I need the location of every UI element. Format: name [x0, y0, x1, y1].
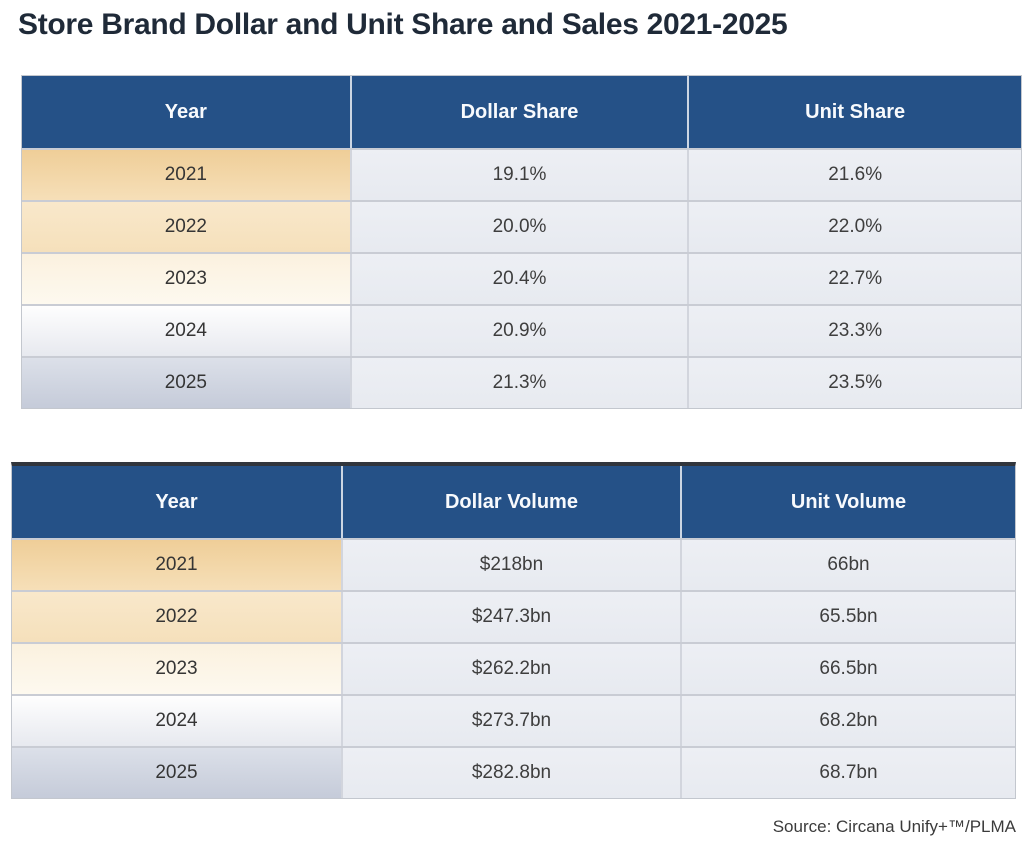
table-row: 2025 21.3% 23.5% — [22, 356, 1021, 408]
col-header-dollar-share: Dollar Share — [349, 76, 688, 148]
year-cell: 2022 — [22, 202, 350, 252]
year-cell: 2024 — [12, 696, 341, 746]
year-cell: 2023 — [22, 254, 350, 304]
col-header-unit-share: Unit Share — [687, 76, 1021, 148]
table-row: 2024 $273.7bn 68.2bn — [12, 694, 1015, 746]
year-cell: 2021 — [12, 540, 341, 590]
table-row: 2024 20.9% 23.3% — [22, 304, 1021, 356]
unit-share-cell: 22.0% — [687, 202, 1021, 252]
table-row: 2022 $247.3bn 65.5bn — [12, 590, 1015, 642]
dollar-volume-cell: $262.2bn — [340, 644, 680, 694]
table-row: 2023 $262.2bn 66.5bn — [12, 642, 1015, 694]
year-cell: 2022 — [12, 592, 341, 642]
unit-share-cell: 23.3% — [687, 306, 1021, 356]
year-cell: 2025 — [22, 358, 350, 408]
dollar-share-cell: 21.3% — [349, 358, 688, 408]
year-cell: 2024 — [22, 306, 350, 356]
volume-table: Year Dollar Volume Unit Volume 2021 $218… — [11, 462, 1016, 799]
dollar-volume-cell: $273.7bn — [340, 696, 680, 746]
year-cell: 2021 — [22, 150, 350, 200]
dollar-share-cell: 19.1% — [349, 150, 688, 200]
table-row: 2023 20.4% 22.7% — [22, 252, 1021, 304]
col-header-dollar-volume: Dollar Volume — [340, 466, 680, 538]
year-cell: 2023 — [12, 644, 341, 694]
share-table: Year Dollar Share Unit Share 2021 19.1% … — [21, 75, 1022, 409]
unit-share-cell: 23.5% — [687, 358, 1021, 408]
share-table-header-row: Year Dollar Share Unit Share — [22, 76, 1021, 148]
dollar-volume-cell: $218bn — [340, 540, 680, 590]
table-row: 2021 19.1% 21.6% — [22, 148, 1021, 200]
table-row: 2025 $282.8bn 68.7bn — [12, 746, 1015, 798]
unit-volume-cell: 68.2bn — [679, 696, 1015, 746]
unit-share-cell: 22.7% — [687, 254, 1021, 304]
dollar-volume-cell: $282.8bn — [340, 748, 680, 798]
unit-volume-cell: 66.5bn — [679, 644, 1015, 694]
dollar-share-cell: 20.4% — [349, 254, 688, 304]
volume-table-header-row: Year Dollar Volume Unit Volume — [12, 466, 1015, 538]
col-header-year: Year — [164, 100, 207, 123]
unit-volume-cell: 65.5bn — [679, 592, 1015, 642]
dollar-volume-cell: $247.3bn — [340, 592, 680, 642]
dollar-share-cell: 20.0% — [349, 202, 688, 252]
page-title: Store Brand Dollar and Unit Share and Sa… — [18, 8, 788, 41]
col-header-unit-volume: Unit Volume — [679, 466, 1015, 538]
source-note: Source: Circana Unify+™/PLMA — [772, 817, 1016, 836]
unit-share-cell: 21.6% — [687, 150, 1021, 200]
table-row: 2022 20.0% 22.0% — [22, 200, 1021, 252]
col-header-year: Year — [155, 490, 198, 513]
dollar-share-cell: 20.9% — [349, 306, 688, 356]
year-cell: 2025 — [12, 748, 341, 798]
unit-volume-cell: 68.7bn — [679, 748, 1015, 798]
table-row: 2021 $218bn 66bn — [12, 538, 1015, 590]
unit-volume-cell: 66bn — [679, 540, 1015, 590]
